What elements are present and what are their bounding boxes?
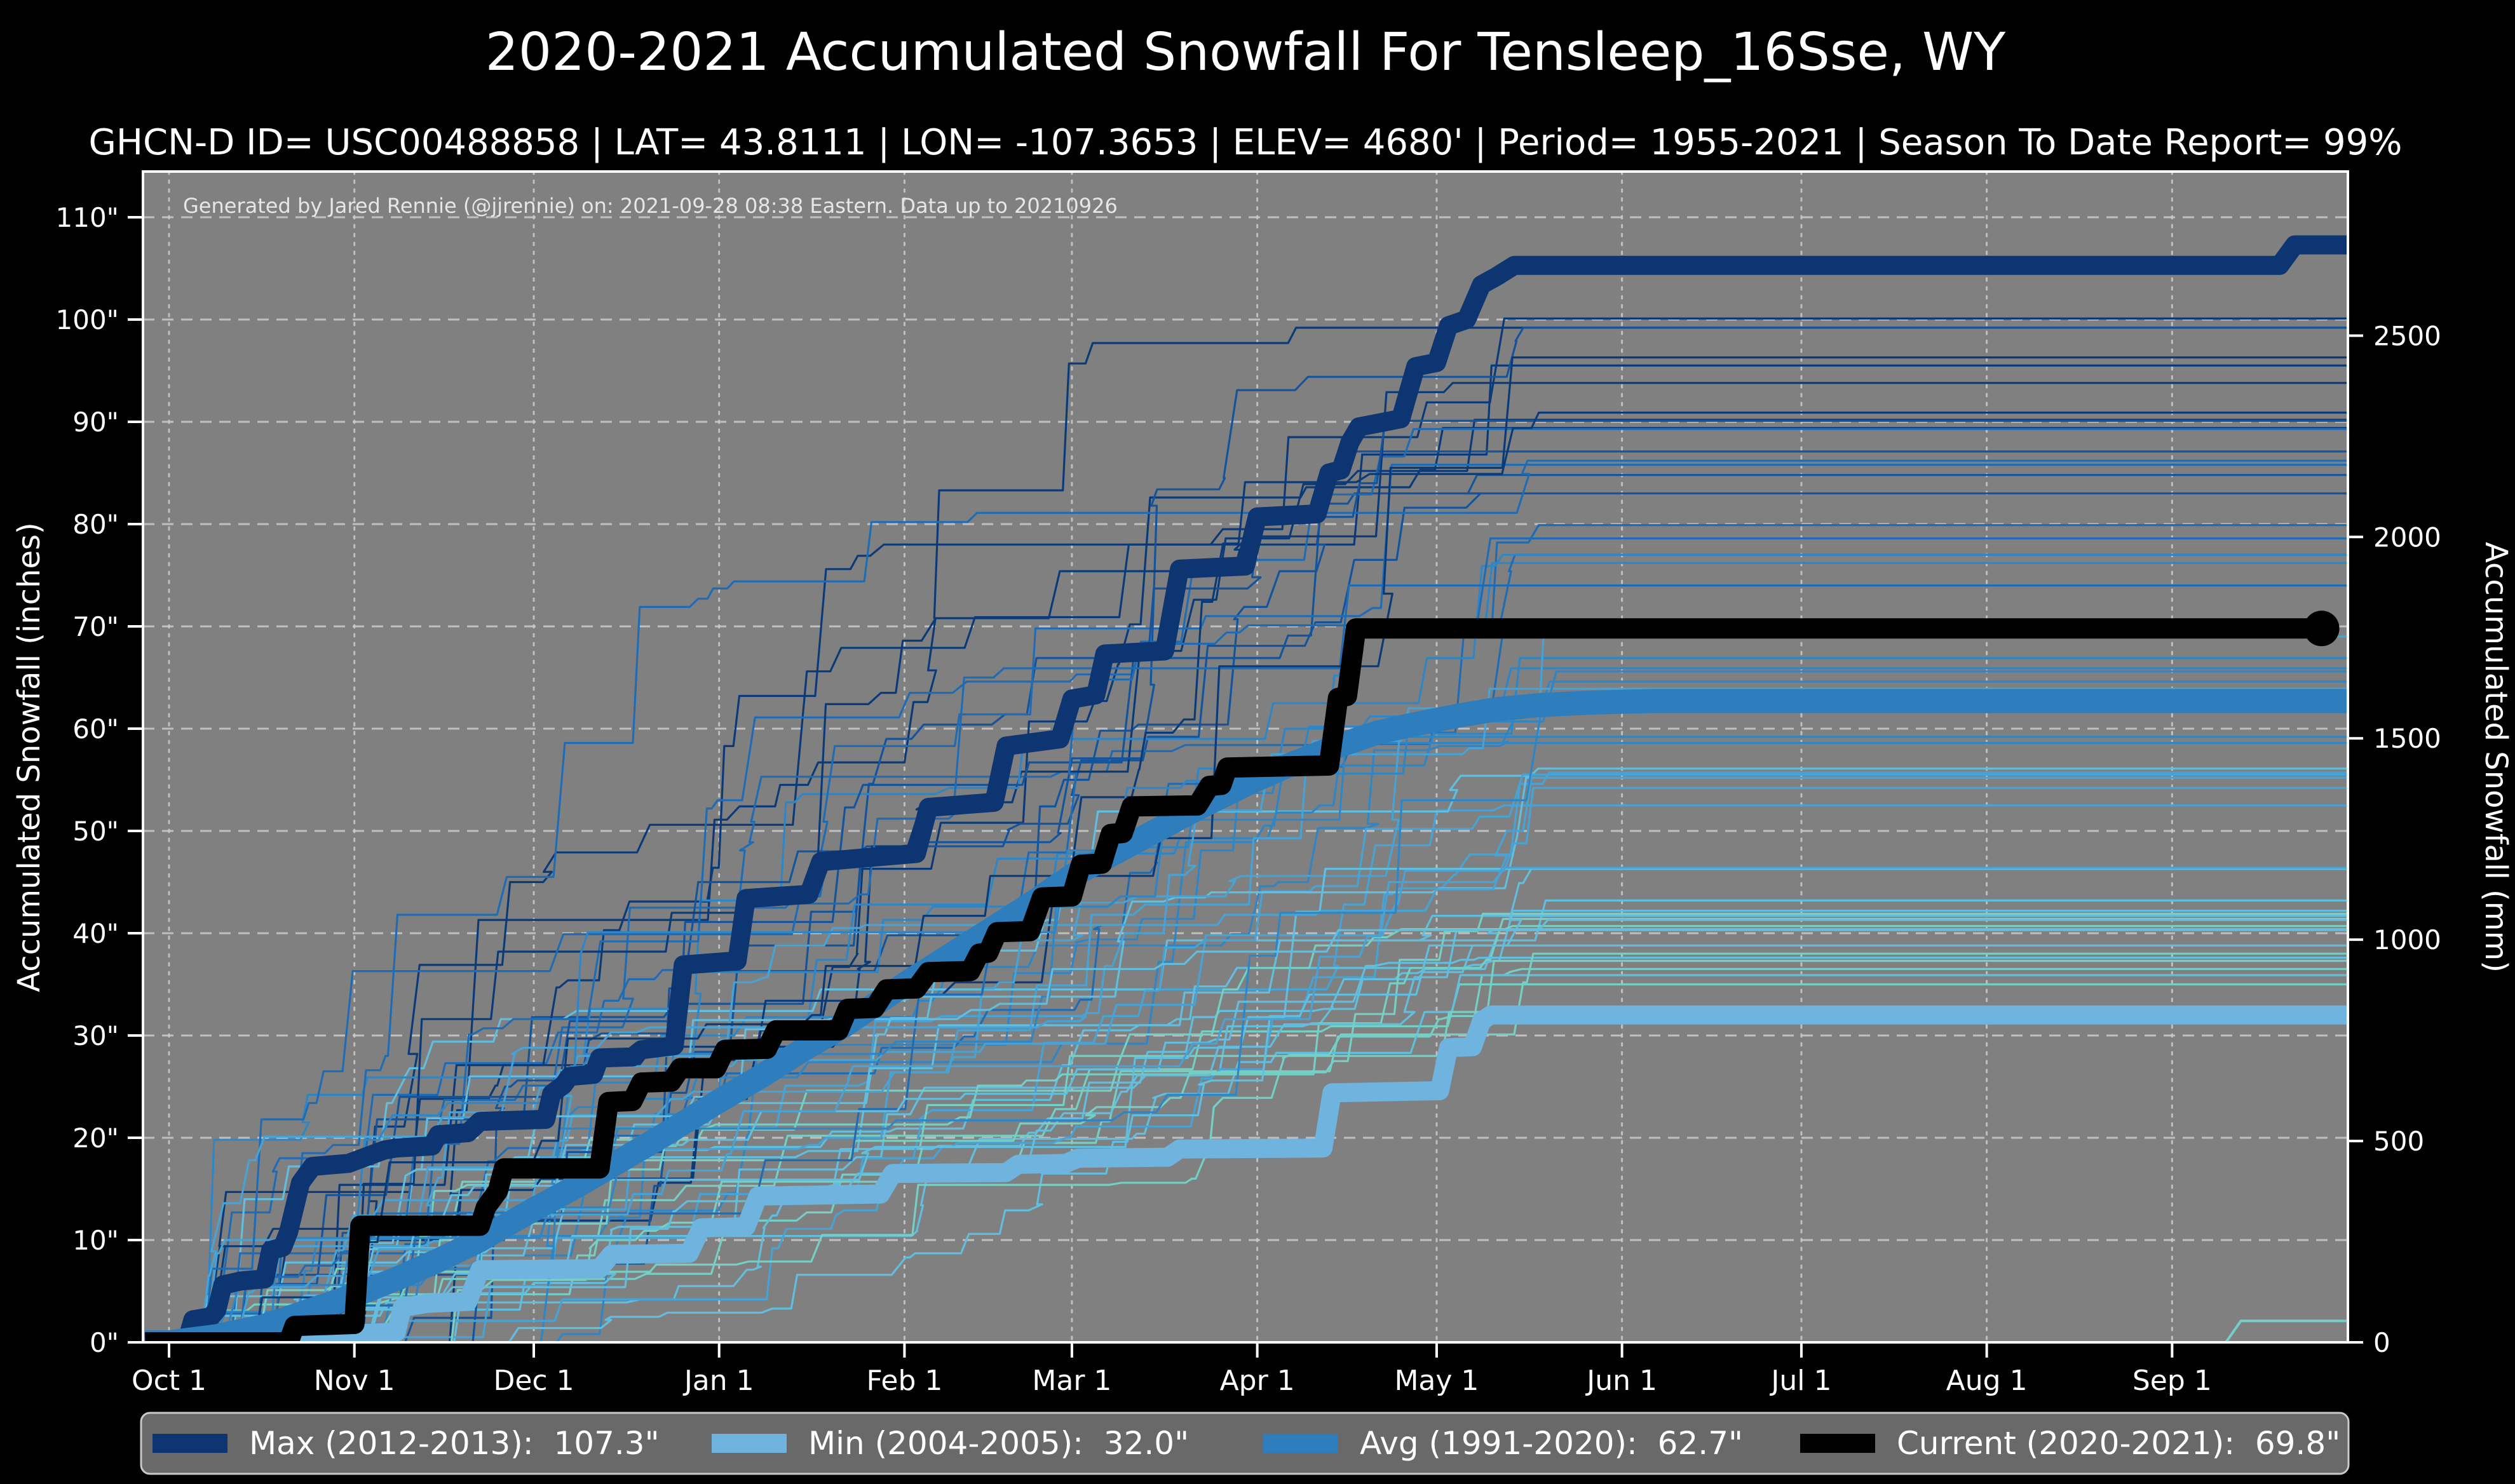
x-tick-label: May 1 (1394, 1365, 1479, 1397)
y-right-tick-label: 2500 (2373, 320, 2441, 351)
background-year-line (143, 776, 2348, 1342)
background-year-line (143, 741, 2348, 1342)
axes-spines (142, 170, 2349, 1344)
series-current-line (145, 618, 2322, 1342)
legend-swatch-min (712, 1434, 787, 1453)
series-max-line (144, 235, 2348, 1342)
x-tick-label: Sep 1 (2132, 1365, 2212, 1397)
y-right-tick-label: 0 (2373, 1327, 2390, 1358)
series-current-end-dot (2303, 610, 2340, 647)
legend-label-max: Max (2012-2013): 107.3" (249, 1425, 660, 1462)
legend-label-current: Current (2020-2021): 69.8" (1897, 1425, 2340, 1462)
x-tick-label: Dec 1 (493, 1365, 574, 1397)
background-year-line (143, 771, 2348, 1342)
data-layer (143, 235, 2348, 1342)
x-tick-label: Aug 1 (1946, 1365, 2028, 1397)
background-year-line (143, 707, 2348, 1342)
legend-swatch-current (1800, 1434, 1875, 1453)
legend: Max (2012-2013): 107.3" Min (2004-2005): … (140, 1412, 2350, 1475)
x-tick-label: Jun 1 (1585, 1365, 1657, 1397)
y-axis-left-label: Accumulated Snowfall (inches) (11, 522, 47, 992)
x-tick-label: Mar 1 (1032, 1365, 1111, 1397)
background-year-line (143, 867, 2348, 1342)
background-year-line (143, 899, 2348, 1342)
y-right-tick-label: 500 (2373, 1126, 2424, 1157)
background-year-line (143, 459, 2348, 1342)
axis-ticks (128, 216, 2363, 1358)
x-tick-label: Jan 1 (682, 1365, 754, 1397)
series-min-line (145, 1005, 2348, 1342)
y-left-tick-label: 70" (72, 611, 119, 642)
x-tick-label: Nov 1 (314, 1365, 395, 1397)
legend-swatch-max (153, 1434, 227, 1453)
chart-title: 2020-2021 Accumulated Snowfall For Tensl… (485, 22, 2006, 83)
legend-box (140, 1412, 2350, 1475)
x-tick-label: Jul 1 (1769, 1365, 1831, 1397)
y-left-tick-label: 80" (72, 509, 119, 540)
y-left-tick-label: 30" (72, 1020, 119, 1051)
y-left-tick-label: 50" (72, 816, 119, 847)
y-right-tick-label: 1500 (2373, 723, 2441, 754)
y-left-tick-label: 40" (72, 918, 119, 949)
background-year-line (143, 680, 2348, 1342)
background-year-line (143, 584, 2348, 1342)
background-year-line (143, 804, 2348, 1342)
y-left-tick-label: 0" (90, 1327, 119, 1358)
y-left-tick-label: 110" (56, 202, 119, 233)
x-tick-label: Oct 1 (132, 1365, 207, 1397)
y-left-tick-label: 20" (72, 1123, 119, 1154)
y-left-tick-label: 10" (72, 1225, 119, 1256)
legend-swatch-avg (1263, 1434, 1338, 1453)
background-year-line (143, 928, 2348, 1342)
legend-label-avg: Avg (1991-2020): 62.7" (1360, 1425, 1743, 1462)
x-tick-label: Apr 1 (1220, 1365, 1295, 1397)
background-year-line (143, 382, 2348, 1342)
y-left-tick-label: 60" (72, 713, 119, 745)
late-season-line (2225, 1319, 2348, 1342)
y-left-tick-label: 100" (56, 304, 119, 335)
background-year-line (143, 868, 2348, 1342)
chart-subtitle: GHCN-D ID= USC00488858 | LAT= 43.8111 | … (88, 122, 2402, 163)
axis-tick-labels: 0" 10" 20" 30" 40" 50" 60" 70" 80" 90" 100" 110" 0 50… (56, 202, 2441, 1397)
y-right-tick-label: 2000 (2373, 522, 2441, 553)
generated-by-annotation: Generated by Jared Rennie (@jjrennie) on… (183, 194, 1118, 218)
legend-label-min: Min (2004-2005): 32.0" (808, 1425, 1189, 1462)
y-left-tick-label: 90" (72, 407, 119, 438)
x-tick-label: Feb 1 (866, 1365, 942, 1397)
y-axis-right-label: Accumulated Snowfall (mm) (2478, 542, 2514, 973)
y-right-tick-label: 1000 (2373, 924, 2441, 955)
